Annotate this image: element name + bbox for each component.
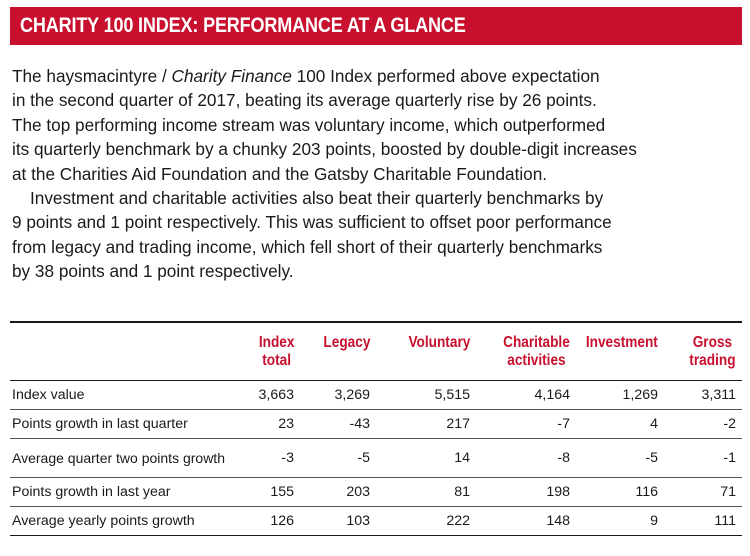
- table-cell: -5: [300, 438, 376, 478]
- page-title: CHARITY 100 INDEX: PERFORMANCE AT A GLAN…: [20, 14, 466, 37]
- table-cell: 3,311: [664, 380, 742, 410]
- table-cell: 198: [476, 477, 576, 507]
- column-header-investment: Investment: [585, 334, 658, 351]
- table-cell: 103: [300, 506, 376, 536]
- table-cell: 1,269: [576, 380, 664, 410]
- body-line: at the Charities Aid Foundation and the …: [12, 163, 548, 184]
- body-line: 9 points and 1 point respectively. This …: [12, 212, 612, 233]
- body-line: The top performing income stream was vol…: [12, 114, 606, 135]
- body-line: by 38 points and 1 point respectively.: [12, 261, 294, 282]
- table-cell: 3,663: [232, 380, 300, 410]
- table-cell: 9: [576, 506, 664, 536]
- table-cell: 71: [664, 477, 742, 507]
- table-cell: 155: [232, 477, 300, 507]
- table-cell: 4,164: [476, 380, 576, 410]
- body-line: its quarterly benchmark by a chunky 203 …: [12, 139, 637, 160]
- table-cell: -8: [476, 438, 576, 478]
- table-cell: 5,515: [376, 380, 476, 410]
- article-body: The haysmacintyre / Charity Finance 100 …: [12, 64, 742, 284]
- table-header-row: Index total Legacy Voluntary Charitable ac…: [10, 323, 742, 381]
- row-label-header: [10, 323, 232, 381]
- table-cell: -7: [476, 409, 576, 439]
- table-cell: -43: [300, 409, 376, 439]
- table-cell: -2: [664, 409, 742, 439]
- column-header-charitable-activities: Charitable activities: [503, 334, 570, 369]
- table-cell: -1: [664, 438, 742, 478]
- row-label: Average yearly points growth: [10, 506, 232, 536]
- row-label: Index value: [10, 380, 232, 410]
- publication-name: Charity Finance: [171, 66, 292, 86]
- row-label: Points growth in last quarter: [10, 409, 232, 439]
- column-header-index-total: Index total: [258, 334, 294, 369]
- table-row: Points growth in last quarter 23 -43 217…: [10, 409, 742, 439]
- table-cell: 126: [232, 506, 300, 536]
- body-line: The haysmacintyre / Charity Finance 100 …: [12, 64, 742, 88]
- table-row: Average quarter two points growth -3 -5 …: [10, 438, 742, 478]
- table-cell: 148: [476, 506, 576, 536]
- table-row: Index value 3,663 3,269 5,515 4,164 1,26…: [10, 380, 742, 410]
- column-header-voluntary: Voluntary: [408, 334, 470, 351]
- body-text-segment: The haysmacintyre /: [12, 66, 172, 86]
- table-cell: 217: [376, 409, 476, 439]
- body-line: from legacy and trading income, which fe…: [12, 236, 603, 257]
- row-label: Points growth in last year: [10, 477, 232, 507]
- table-cell: 81: [376, 477, 476, 507]
- table-row: Points growth in last year 155 203 81 19…: [10, 477, 742, 507]
- table-cell: 116: [576, 477, 664, 507]
- index-table: Index total Legacy Voluntary Charitable ac…: [10, 321, 742, 536]
- table-cell: 4: [576, 409, 664, 439]
- table-cell: 3,269: [300, 380, 376, 410]
- row-label: Average quarter two points growth: [10, 438, 232, 478]
- table-cell: 111: [664, 506, 742, 536]
- table-cell: 23: [232, 409, 300, 439]
- title-banner: CHARITY 100 INDEX: PERFORMANCE AT A GLAN…: [10, 7, 742, 45]
- table-cell: 14: [376, 438, 476, 478]
- table-cell: -5: [576, 438, 664, 478]
- table-cell: -3: [232, 438, 300, 478]
- table-cell: 222: [376, 506, 476, 536]
- table-cell: 203: [300, 477, 376, 507]
- column-header-gross-trading: Gross trading: [689, 334, 736, 369]
- table-row: Average yearly points growth 126 103 222…: [10, 506, 742, 536]
- body-line: in the second quarter of 2017, beating i…: [12, 90, 597, 111]
- body-line: Investment and charitable activities als…: [30, 188, 604, 209]
- body-text-segment: 100 Index performed above expectation: [291, 66, 600, 86]
- column-header-legacy: Legacy: [322, 334, 370, 351]
